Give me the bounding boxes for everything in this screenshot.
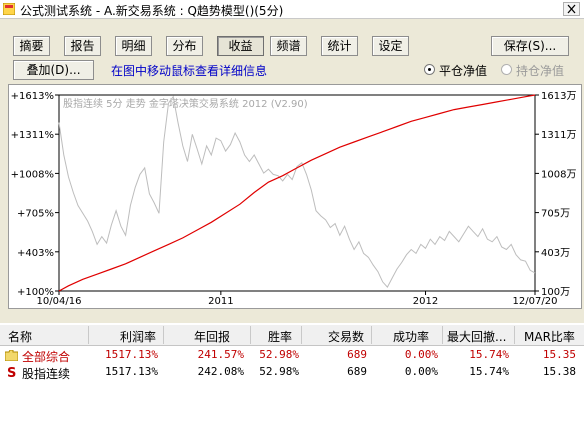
header-name[interactable]: 名称 (8, 330, 33, 344)
overlay-button[interactable]: 叠加(D)... (13, 60, 94, 80)
table-row[interactable]: S 股指连续 1517.13% 242.08% 52.98% 689 0.00%… (0, 364, 584, 381)
tab-returns[interactable]: 收益 (217, 36, 264, 56)
left-tick-label: +1613% (11, 91, 54, 102)
window-title: 公式测试系统 - A.新交易系统 : Q趋势模型()(5分) (20, 4, 284, 18)
left-tick-label: +100% (17, 287, 54, 298)
x-tick-label: 12/07/20 (513, 296, 558, 307)
equity-chart[interactable]: +1613% 1613万 +1311% 1311万 +1008% 1008万 +705% 70… (9, 85, 581, 308)
equity-series-line (58, 94, 536, 292)
chart-watermark: 股指连续 5分 走势 金字塔决策交易系统 2012 (V2.90) (63, 97, 308, 110)
s-badge-icon: S (7, 366, 16, 379)
price-series-line (58, 95, 536, 288)
right-tick-label: 100万 (541, 287, 570, 298)
plot-area (58, 94, 536, 292)
tab-report[interactable]: 报告 (64, 36, 101, 56)
close-button[interactable] (563, 2, 580, 16)
right-tick-label: 403万 (541, 248, 570, 259)
cell-mar-ratio: 15.38 (542, 365, 576, 378)
tab-detail[interactable]: 明细 (115, 36, 152, 56)
title-bar: 公式测试系统 - A.新交易系统 : Q趋势模型()(5分) (0, 0, 584, 19)
right-tick-label: 1311万 (541, 130, 576, 141)
radio-hold-equity-label: 持仓净值 (516, 64, 565, 78)
header-max-drawdown[interactable]: 最大回撤... (447, 330, 507, 344)
cell-mar-ratio: 15.35 (542, 348, 576, 361)
cell-win-rate: 52.98% (259, 348, 299, 361)
app-icon (3, 3, 15, 15)
header-success-rate[interactable]: 成功率 (393, 330, 430, 344)
cell-trade-count: 689 (347, 365, 367, 378)
x-tick-label: 2011 (208, 296, 233, 307)
tab-distribution[interactable]: 分布 (166, 36, 203, 56)
cell-annual-return: 242.08% (197, 365, 244, 378)
left-tick-label: +1311% (11, 130, 54, 141)
table-header: 名称 利润率 年回报 胜率 交易数 成功率 最大回撤... MAR比率 (0, 325, 584, 346)
right-tick-label: 705万 (541, 209, 570, 220)
header-win-rate[interactable]: 胜率 (268, 330, 293, 344)
equity-chart-panel[interactable]: +1613% 1613万 +1311% 1311万 +1008% 1008万 +705% 70… (8, 84, 582, 309)
tab-summary[interactable]: 摘要 (13, 36, 50, 56)
cell-profit-rate: 1517.13% (105, 365, 158, 378)
x-tick-label: 10/04/16 (37, 296, 82, 307)
cell-max-drawdown: 15.74% (469, 348, 509, 361)
svg-text:S: S (7, 366, 16, 379)
tab-spectrum[interactable]: 频谱 (270, 36, 307, 56)
cell-success-rate: 0.00% (404, 365, 438, 378)
left-tick-label: +403% (17, 248, 54, 259)
header-mar-ratio[interactable]: MAR比率 (524, 330, 575, 344)
radio-hold-equity[interactable] (501, 64, 512, 75)
cell-success-rate: 0.00% (404, 348, 438, 361)
radio-flat-equity-label: 平仓净值 (439, 64, 488, 78)
row-name: 全部综合 (22, 350, 71, 364)
cell-max-drawdown: 15.74% (469, 365, 509, 378)
hint-text: 在图中移动鼠标查看详细信息 (111, 64, 268, 78)
radio-flat-equity[interactable] (424, 64, 435, 75)
left-tick-label: +705% (17, 209, 54, 220)
header-annual-return[interactable]: 年回报 (194, 330, 231, 344)
header-profit-rate[interactable]: 利润率 (120, 330, 157, 344)
cell-profit-rate: 1517.13% (105, 348, 158, 361)
folder-icon (5, 350, 18, 361)
tab-statistics[interactable]: 统计 (321, 36, 358, 56)
save-button[interactable]: 保存(S)... (491, 36, 569, 56)
close-icon (567, 4, 576, 14)
right-tick-label: 1008万 (541, 169, 576, 180)
right-tick-label: 1613万 (541, 91, 576, 102)
tab-settings[interactable]: 设定 (372, 36, 409, 56)
cell-win-rate: 52.98% (259, 365, 299, 378)
x-tick-label: 2012 (413, 296, 438, 307)
header-trade-count[interactable]: 交易数 (328, 330, 365, 344)
table-row[interactable]: 全部综合 1517.13% 241.57% 52.98% 689 0.00% 1… (0, 347, 584, 364)
cell-trade-count: 689 (347, 348, 367, 361)
left-tick-label: +1008% (11, 169, 54, 180)
cell-annual-return: 241.57% (197, 348, 244, 361)
row-name: 股指连续 (22, 367, 71, 381)
